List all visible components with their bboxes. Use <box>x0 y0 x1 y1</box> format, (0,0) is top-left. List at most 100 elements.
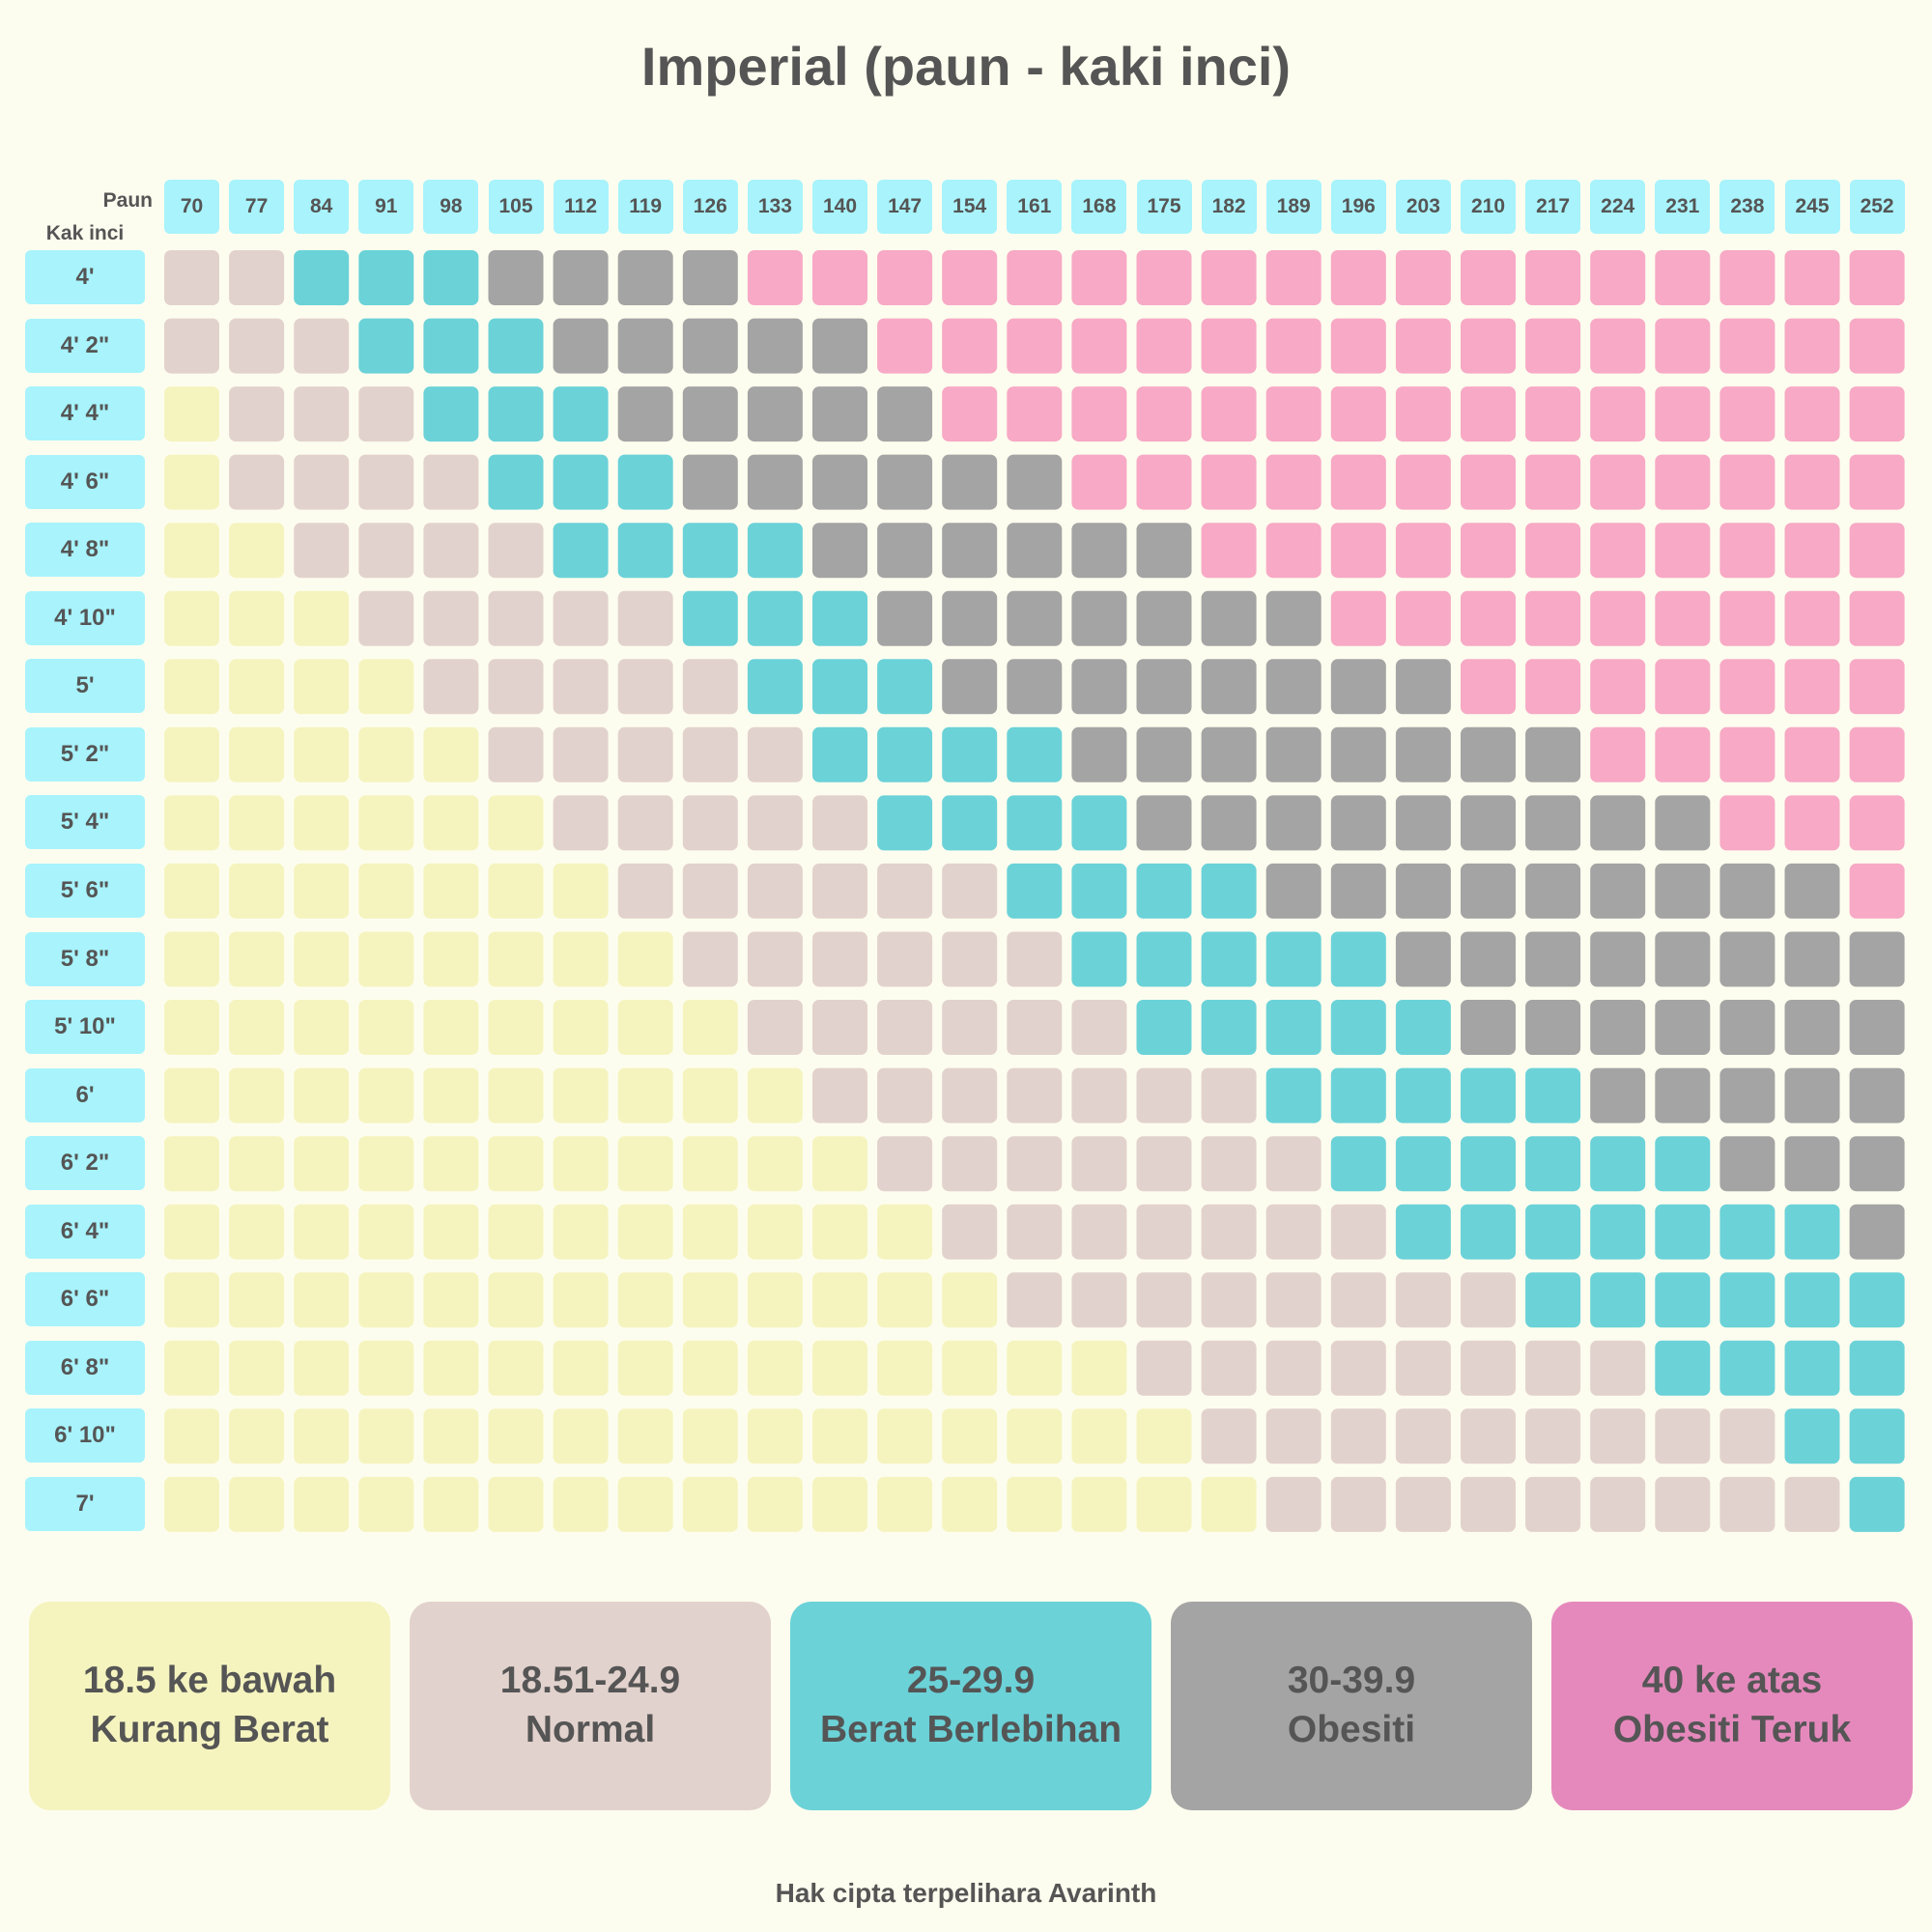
bmi-cell <box>942 386 998 442</box>
weight-tick-label: 77 <box>229 180 285 234</box>
bmi-cell <box>488 590 544 646</box>
bmi-cell <box>1071 386 1127 442</box>
bmi-cell <box>1849 1272 1905 1328</box>
bmi-cell <box>812 1204 867 1260</box>
legend-severely-obese-label: Obesiti Teruk <box>1612 1709 1852 1750</box>
bmi-cell <box>1525 1272 1581 1328</box>
bmi-cell <box>1071 931 1127 987</box>
bmi-cell <box>358 1340 414 1396</box>
bmi-cell <box>1655 1136 1711 1192</box>
bmi-cell <box>229 1067 285 1123</box>
bmi-cell <box>294 1204 350 1260</box>
weight-tick-label: 147 <box>877 180 933 234</box>
bmi-cell <box>423 454 479 510</box>
bmi-cell <box>1525 454 1581 510</box>
bmi-cell <box>1719 1476 1776 1532</box>
bmi-cell <box>1719 863 1776 919</box>
bmi-cell <box>1461 659 1516 715</box>
bmi-cell <box>1071 523 1127 579</box>
bmi-cell <box>294 726 350 782</box>
bmi-cell <box>229 250 285 305</box>
bmi-cell <box>1201 1340 1257 1396</box>
bmi-cell <box>1655 523 1711 579</box>
weight-tick-label: 112 <box>553 180 609 234</box>
bmi-cell <box>294 1000 350 1055</box>
bmi-cell <box>1655 1204 1711 1260</box>
weight-tick-label: 119 <box>617 180 673 234</box>
bmi-cell <box>747 863 803 919</box>
bmi-cell <box>294 659 350 715</box>
height-tick-label: 4' 4" <box>25 386 145 441</box>
bmi-cell <box>1265 1408 1321 1464</box>
bmi-cell <box>553 1476 609 1532</box>
bmi-cell <box>488 726 544 782</box>
bmi-cell <box>1655 726 1711 782</box>
bmi-cell <box>682 1272 738 1328</box>
bmi-cell <box>1849 795 1905 851</box>
bmi-cell <box>1395 1476 1451 1532</box>
bmi-cell <box>747 454 803 510</box>
bmi-cell <box>423 1204 479 1260</box>
bmi-cell <box>1330 659 1386 715</box>
bmi-cell <box>1136 1476 1192 1532</box>
bmi-cell <box>358 795 414 851</box>
chart-title: Imperial (paun - kaki inci) <box>640 36 1292 97</box>
bmi-cell <box>1525 523 1581 579</box>
bmi-cell <box>1201 1204 1257 1260</box>
bmi-cell <box>1461 795 1516 851</box>
bmi-cell <box>1719 523 1776 579</box>
bmi-cell <box>942 726 998 782</box>
bmi-cell <box>1265 318 1321 374</box>
bmi-cell <box>1071 1136 1127 1192</box>
bmi-cell <box>1590 863 1646 919</box>
bmi-cell <box>1265 1067 1321 1123</box>
bmi-cell <box>1784 659 1840 715</box>
bmi-cell <box>1395 931 1451 987</box>
bmi-cell <box>1719 1272 1776 1328</box>
weight-tick-label: 161 <box>1007 180 1063 234</box>
bmi-cell <box>358 726 414 782</box>
bmi-cell <box>747 1408 803 1464</box>
bmi-cell <box>877 1204 933 1260</box>
bmi-cell <box>164 318 219 374</box>
bmi-cell <box>553 1340 609 1396</box>
bmi-cell <box>294 1272 350 1328</box>
bmi-cell <box>617 386 673 442</box>
bmi-cell <box>553 1272 609 1328</box>
bmi-cell <box>1525 863 1581 919</box>
bmi-cell <box>747 1204 803 1260</box>
bmi-cell <box>294 1340 350 1396</box>
bmi-cell <box>747 318 803 374</box>
weight-tick-label: 70 <box>164 180 219 234</box>
weight-tick-label: 189 <box>1265 180 1321 234</box>
bmi-cell <box>294 386 350 442</box>
bmi-cell <box>617 931 673 987</box>
legend-overweight-range: 25-29.9 <box>906 1660 1036 1702</box>
bmi-cell <box>1849 659 1905 715</box>
bmi-cell <box>229 1000 285 1055</box>
bmi-cell <box>488 454 544 510</box>
bmi-cell <box>812 250 867 305</box>
bmi-cell <box>488 1340 544 1396</box>
bmi-cell <box>1395 1204 1451 1260</box>
bmi-cell <box>164 590 219 646</box>
bmi-cell <box>553 454 609 510</box>
bmi-cell <box>488 250 544 305</box>
bmi-cell <box>1136 1136 1192 1192</box>
bmi-cell <box>617 454 673 510</box>
bmi-cell <box>1784 1204 1840 1260</box>
bmi-cell <box>1849 1000 1905 1055</box>
bmi-cell <box>747 1340 803 1396</box>
bmi-cell <box>1265 726 1321 782</box>
height-tick-label: 5' 2" <box>25 726 145 781</box>
weight-tick-label: 175 <box>1136 180 1192 234</box>
bmi-cell <box>682 523 738 579</box>
bmi-cell <box>682 795 738 851</box>
bmi-cell <box>1849 931 1905 987</box>
bmi-cell <box>423 1067 479 1123</box>
bmi-cell <box>1330 863 1386 919</box>
bmi-cell <box>423 726 479 782</box>
bmi-cell <box>358 386 414 442</box>
bmi-cell <box>1007 454 1063 510</box>
bmi-cell <box>423 1136 479 1192</box>
